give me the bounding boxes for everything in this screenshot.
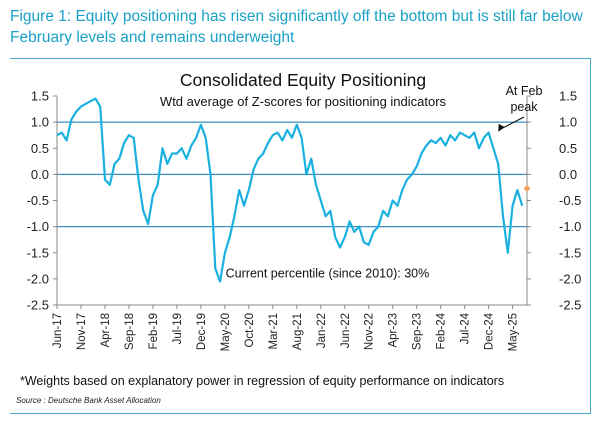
x-tick-label: Oct-20 [244, 313, 256, 348]
left-tick-label: 1.0 [31, 115, 49, 130]
x-tick-label: Nov-22 [364, 313, 376, 350]
chart-subtitle: Wtd average of Z-scores for positioning … [160, 94, 447, 109]
right-tick-label: -1.0 [559, 219, 581, 234]
current-value-marker [523, 184, 531, 192]
chart-source: Source : Deutsche Bank Asset Allocation [16, 396, 161, 405]
x-tick-label: Apr-18 [100, 313, 112, 348]
x-tick-label: Sep-23 [412, 313, 424, 350]
right-tick-label: 1.0 [559, 115, 577, 130]
right-tick-label: 1.5 [559, 89, 577, 104]
left-tick-label: 0.5 [31, 141, 49, 156]
x-tick-label: Sep-18 [124, 313, 136, 350]
x-tick-label: Jul-19 [172, 313, 184, 344]
right-tick-label: 0.0 [559, 167, 577, 182]
left-tick-label: -1.0 [27, 219, 49, 234]
left-tick-label: 0.0 [31, 167, 49, 182]
x-tick-label: May-20 [220, 313, 232, 351]
left-tick-label: -2.0 [27, 271, 49, 286]
x-tick-label: Feb-24 [436, 312, 448, 349]
x-tick-label: Dec-24 [484, 312, 496, 350]
x-tick-label: Jan-22 [316, 313, 328, 348]
x-tick-label: Jun-17 [52, 313, 64, 348]
annotation-feb-peak-line2: peak [510, 100, 538, 114]
right-border [590, 58, 591, 414]
left-tick-label: -2.5 [27, 298, 49, 313]
x-tick-label: May-25 [508, 313, 520, 351]
annotation-current-percentile: Current percentile (since 2010): 30% [226, 267, 430, 281]
bottom-divider [10, 413, 591, 414]
x-tick-label: Feb-19 [148, 313, 160, 349]
annotation-feb-peak-line1: At Feb [506, 84, 543, 98]
top-divider [10, 58, 590, 59]
series-line [56, 97, 524, 283]
x-tick-label: Nov-17 [76, 313, 88, 350]
x-tick-label: Mar-21 [268, 313, 280, 349]
right-tick-label: -2.5 [559, 298, 581, 313]
left-tick-label: -0.5 [27, 193, 49, 208]
x-tick-label: Dec-19 [196, 313, 208, 350]
x-tick-label: Jul-24 [460, 312, 472, 344]
chart-title: Consolidated Equity Positioning [180, 70, 426, 90]
x-tick-label: Aug-21 [292, 313, 304, 350]
right-tick-label: 0.5 [559, 141, 577, 156]
right-tick-label: -0.5 [559, 193, 581, 208]
left-tick-label: 1.5 [31, 89, 49, 104]
x-tick-label: Jun-22 [340, 313, 352, 348]
figure-title: Figure 1: Equity positioning has risen s… [10, 8, 583, 46]
right-tick-label: -1.5 [559, 245, 581, 260]
chart-footnote: *Weights based on explanatory power in r… [20, 374, 505, 388]
x-tick-label: Apr-23 [388, 313, 400, 348]
right-tick-label: -2.0 [559, 271, 581, 286]
annotation-arrow-head [498, 123, 505, 132]
left-tick-label: -1.5 [27, 245, 49, 260]
